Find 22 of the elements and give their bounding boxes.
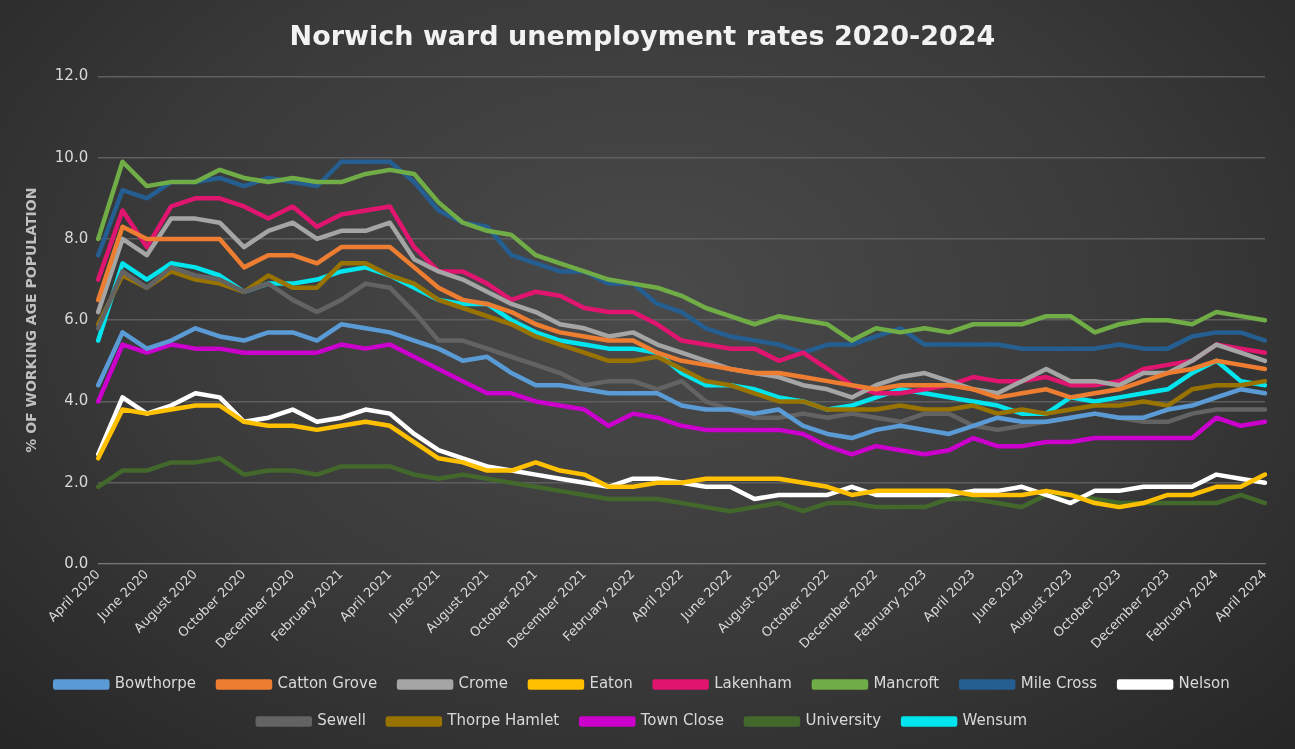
legend-label: Nelson: [1178, 674, 1230, 693]
legend-label: Eaton: [589, 674, 633, 693]
legend-label: Bowthorpe: [114, 674, 196, 693]
legend-label: Lakenham: [714, 674, 792, 693]
legend-label: Mile Cross: [1020, 674, 1098, 693]
chart-title: Norwich ward unemployment rates 2020-2024: [289, 20, 996, 52]
legend-label: Wensum: [962, 711, 1028, 730]
y-tick-label: 4.0: [64, 391, 89, 410]
y-axis-title: % OF WORKING AGE POPULATION: [23, 187, 40, 453]
legend-label: Mancroft: [873, 674, 940, 693]
y-tick-label: 0.0: [64, 553, 89, 572]
legend-label: Catton Grove: [277, 674, 378, 693]
legend-label: Thorpe Hamlet: [446, 711, 560, 730]
y-tick-label: 10.0: [54, 147, 89, 166]
y-tick-label: 8.0: [64, 228, 89, 247]
legend-label: University: [805, 711, 882, 730]
legend-label: Town Close: [639, 711, 724, 730]
legend-label: Sewell: [317, 711, 366, 730]
y-tick-label: 2.0: [64, 472, 89, 491]
legend-label: Crome: [458, 674, 508, 693]
y-tick-label: 12.0: [54, 66, 89, 85]
y-tick-label: 6.0: [64, 310, 89, 329]
